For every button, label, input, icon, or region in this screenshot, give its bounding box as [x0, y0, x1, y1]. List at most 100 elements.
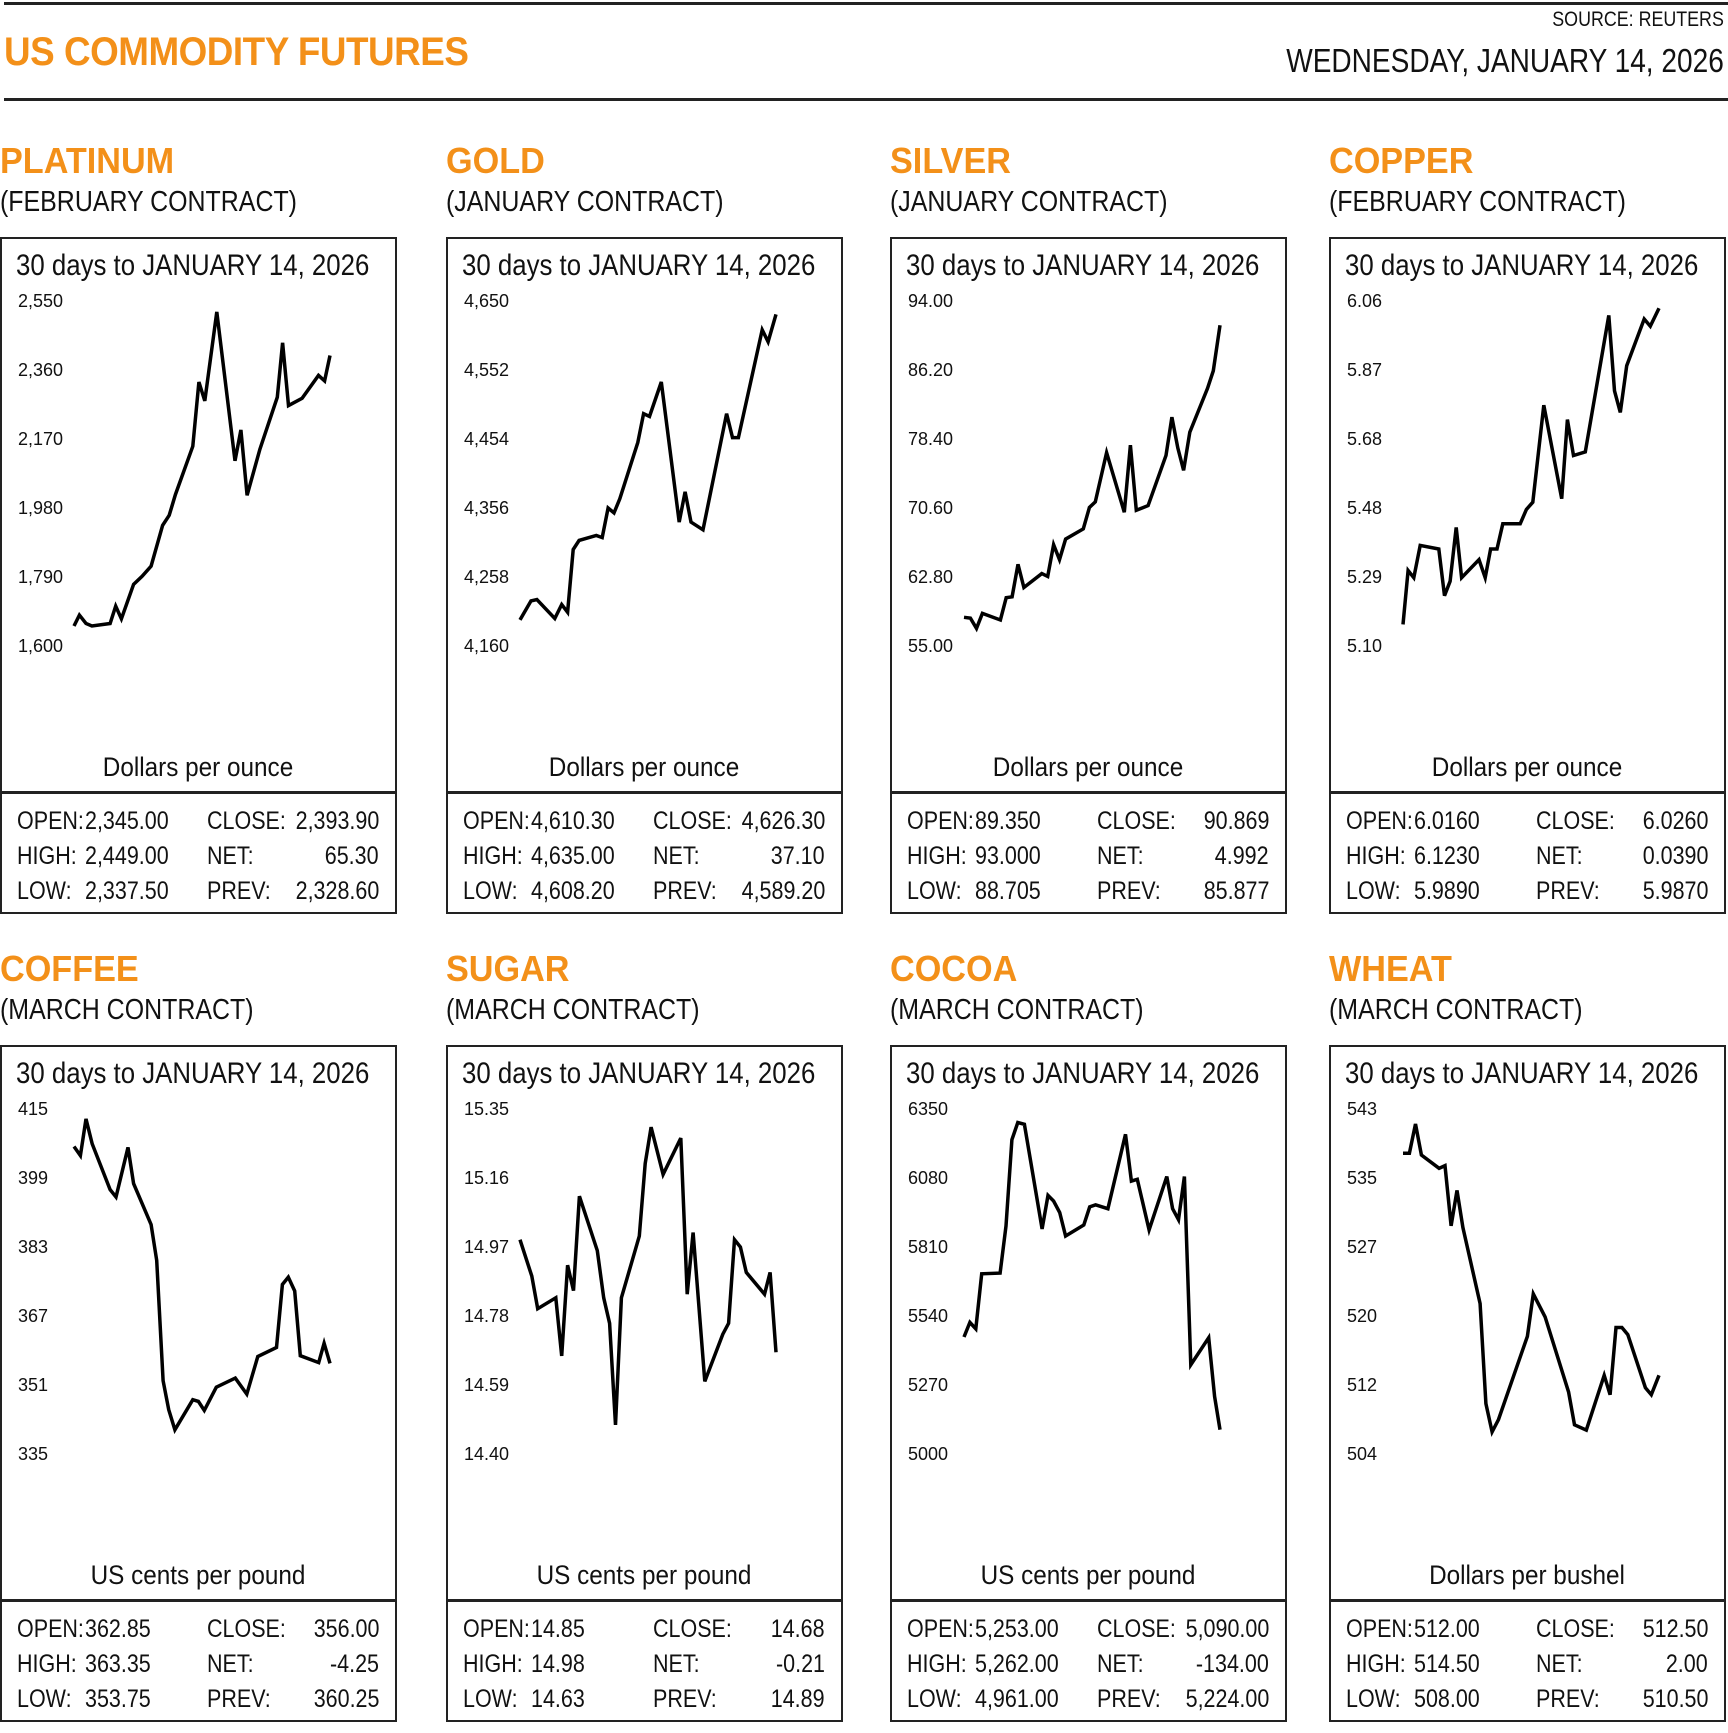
stats-row-1: OPEN: 5,253.00 CLOSE: 5,090.00 — [907, 1615, 1269, 1650]
contract-label: (JANUARY CONTRACT) — [890, 186, 1168, 218]
net-value: 65.30 — [325, 842, 379, 870]
chart-panel: 30 days to JANUARY 14, 2026 543 535 527 520… — [1329, 1045, 1726, 1722]
source-credit: SOURCE: REUTERS — [1552, 8, 1724, 31]
stats-table: OPEN: 5,253.00 CLOSE: 5,090.00 HIGH: 5,2… — [907, 1615, 1269, 1720]
low-value: 14.63 — [531, 1685, 585, 1713]
stats-row-2: HIGH: 6.1230 NET: 0.0390 — [1346, 842, 1708, 877]
low-label: LOW: — [907, 877, 962, 905]
close-label: CLOSE: — [653, 807, 732, 835]
y-tick-label: 4,552 — [464, 360, 509, 380]
commodity-name: COPPER — [1329, 140, 1474, 181]
stats-table: OPEN: 362.85 CLOSE: 356.00 HIGH: 363.35 … — [17, 1615, 379, 1720]
high-value: 5,262.00 — [975, 1650, 1059, 1678]
chart-title: 30 days to JANUARY 14, 2026 — [462, 249, 816, 282]
open-label: OPEN: — [1346, 807, 1413, 835]
stats-divider — [1329, 791, 1726, 794]
stats-table: OPEN: 2,345.00 CLOSE: 2,393.90 HIGH: 2,4… — [17, 807, 379, 912]
price-line — [962, 1120, 1222, 1430]
stats-row-1: OPEN: 362.85 CLOSE: 356.00 — [17, 1615, 379, 1650]
close-value: 4,626.30 — [741, 807, 825, 835]
close-value: 90.869 — [1203, 807, 1269, 835]
stats-row-1: OPEN: 14.85 CLOSE: 14.68 — [463, 1615, 825, 1650]
high-label: HIGH: — [907, 842, 967, 870]
low-label: LOW: — [907, 1685, 962, 1713]
chart-panel: 30 days to JANUARY 14, 2026 15.35 15.16 14… — [446, 1045, 843, 1722]
y-tick-label: 4,356 — [464, 498, 509, 518]
y-tick-label: 5000 — [908, 1444, 948, 1464]
close-value: 5,090.00 — [1185, 1615, 1269, 1643]
y-tick-label: 5810 — [908, 1237, 948, 1257]
close-label: CLOSE: — [1536, 1615, 1615, 1643]
open-value: 512.00 — [1414, 1615, 1480, 1643]
chart-panel: 30 days to JANUARY 14, 2026 6.06 5.87 5.68… — [1329, 237, 1726, 914]
prev-label: PREV: — [1536, 877, 1600, 905]
y-unit-label: US cents per pound — [90, 1560, 306, 1590]
prev-label: PREV: — [653, 1685, 717, 1713]
low-label: LOW: — [463, 1685, 518, 1713]
close-value: 2,393.90 — [295, 807, 379, 835]
y-tick-label: 351 — [18, 1375, 48, 1395]
y-tick-label: 5540 — [908, 1306, 948, 1326]
low-value: 88.705 — [975, 877, 1041, 905]
y-tick-label: 383 — [18, 1237, 48, 1257]
prev-value: 5,224.00 — [1185, 1685, 1269, 1713]
y-tick-label: 15.35 — [464, 1099, 509, 1119]
prev-label: PREV: — [207, 1685, 271, 1713]
y-tick-label: 14.59 — [464, 1375, 509, 1395]
line-chart-gold: 4,650 4,552 4,454 4,356 4,258 4,160 — [464, 291, 778, 656]
y-tick-label: 15.16 — [464, 1168, 509, 1188]
low-label: LOW: — [17, 877, 72, 905]
y-unit-label: Dollars per ounce — [548, 752, 740, 782]
stats-row-2: HIGH: 514.50 NET: 2.00 — [1346, 1650, 1708, 1685]
y-tick-label: 70.60 — [908, 498, 953, 518]
stats-table: OPEN: 4,610.30 CLOSE: 4,626.30 HIGH: 4,6… — [463, 807, 825, 912]
net-value: 4.992 — [1215, 842, 1269, 870]
prev-value: 510.50 — [1642, 1685, 1708, 1713]
stats-row-1: OPEN: 512.00 CLOSE: 512.50 — [1346, 1615, 1708, 1650]
stats-divider — [0, 791, 397, 794]
stats-divider — [890, 1599, 1287, 1602]
low-value: 508.00 — [1414, 1685, 1480, 1713]
net-value: -0.21 — [775, 1650, 825, 1678]
high-label: HIGH: — [1346, 842, 1406, 870]
y-tick-label: 504 — [1347, 1444, 1377, 1464]
high-value: 6.1230 — [1414, 842, 1480, 870]
open-value: 6.0160 — [1414, 807, 1480, 835]
prev-value: 85.877 — [1203, 877, 1269, 905]
stats-row-1: OPEN: 89.350 CLOSE: 90.869 — [907, 807, 1269, 842]
high-label: HIGH: — [17, 1650, 77, 1678]
y-tick-label: 5.29 — [1347, 567, 1382, 587]
stats-row-3: LOW: 2,337.50 PREV: 2,328.60 — [17, 877, 379, 912]
chart-panel: 30 days to JANUARY 14, 2026 94.00 86.20 78… — [890, 237, 1287, 914]
stats-row-2: HIGH: 2,449.00 NET: 65.30 — [17, 842, 379, 877]
stats-row-1: OPEN: 2,345.00 CLOSE: 2,393.90 — [17, 807, 379, 842]
y-unit-label: US cents per pound — [536, 1560, 752, 1590]
open-label: OPEN: — [907, 807, 974, 835]
stats-row-3: LOW: 353.75 PREV: 360.25 — [17, 1685, 379, 1720]
stats-row-2: HIGH: 93.000 NET: 4.992 — [907, 842, 1269, 877]
y-tick-label: 1,600 — [18, 636, 63, 656]
y-unit-label: Dollars per bushel — [1429, 1560, 1625, 1590]
net-label: NET: — [1097, 1650, 1144, 1678]
stats-table: OPEN: 89.350 CLOSE: 90.869 HIGH: 93.000 … — [907, 807, 1269, 912]
prev-value: 4,589.20 — [741, 877, 825, 905]
top-rule — [4, 2, 1728, 5]
price-line — [518, 1126, 778, 1426]
y-tick-label: 4,160 — [464, 636, 509, 656]
close-label: CLOSE: — [653, 1615, 732, 1643]
stats-row-3: LOW: 4,961.00 PREV: 5,224.00 — [907, 1685, 1269, 1720]
contract-label: (FEBRUARY CONTRACT) — [0, 186, 297, 218]
prev-value: 360.25 — [313, 1685, 379, 1713]
y-tick-label: 415 — [18, 1099, 48, 1119]
high-label: HIGH: — [1346, 1650, 1406, 1678]
y-tick-label: 5270 — [908, 1375, 948, 1395]
y-unit-label: Dollars per ounce — [1431, 752, 1623, 782]
contract-label: (JANUARY CONTRACT) — [446, 186, 724, 218]
net-value: -4.25 — [329, 1650, 379, 1678]
net-value: -134.00 — [1196, 1650, 1269, 1678]
open-label: OPEN: — [17, 807, 84, 835]
stats-divider — [446, 791, 843, 794]
high-label: HIGH: — [463, 842, 523, 870]
prev-label: PREV: — [1097, 1685, 1161, 1713]
prev-value: 14.89 — [771, 1685, 825, 1713]
